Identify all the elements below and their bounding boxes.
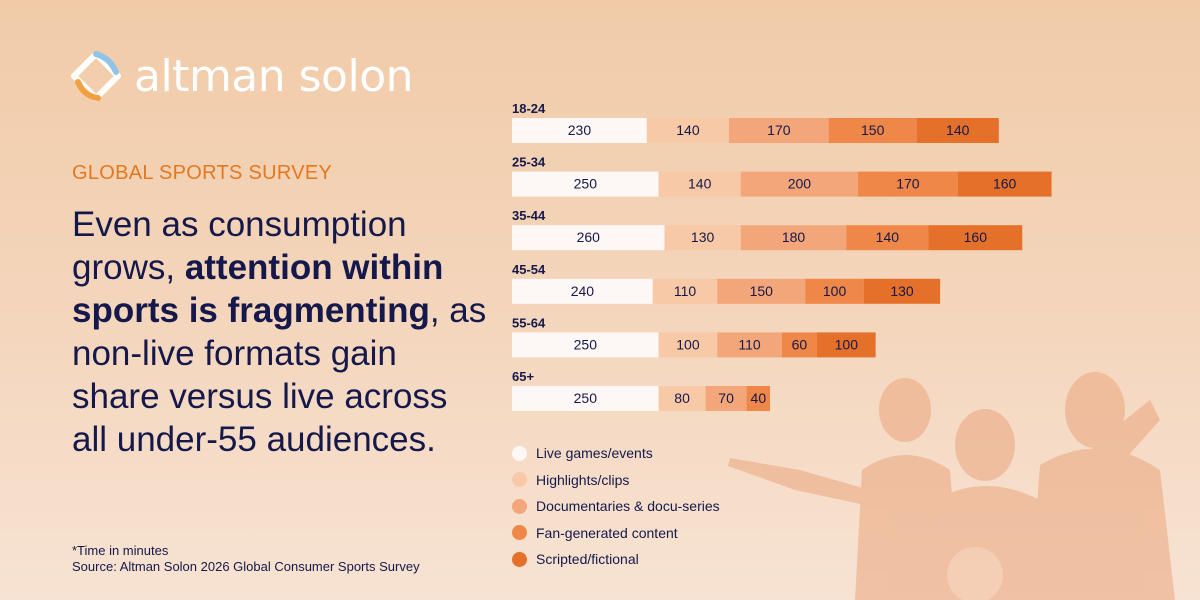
bar-segment [746, 386, 771, 411]
bar-segment [512, 118, 647, 143]
data-label: 250 [574, 176, 598, 192]
bar-segment [658, 171, 741, 197]
category-label: 18-24 [512, 101, 546, 116]
bar-segment [916, 118, 999, 143]
footnote: *Time in minutes Source: Altman Solon 20… [72, 543, 420, 575]
section-eyebrow: GLOBAL SPORTS SURVEY [72, 162, 333, 184]
headline-emphasis: attention within sports is fragmenting [72, 248, 444, 330]
legend-item: Highlights/clips [512, 467, 720, 494]
bar-segment [658, 332, 718, 358]
category-label: 35-44 [512, 208, 546, 223]
bar-segment [740, 225, 847, 251]
legend-label: Live games/events [536, 445, 653, 462]
bar-segment [705, 386, 747, 411]
bar-segment [828, 118, 917, 143]
legend-label: Fan-generated content [536, 524, 678, 541]
data-label: 240 [571, 283, 595, 299]
data-label: 260 [577, 229, 601, 245]
data-label: 140 [676, 122, 700, 138]
bar-segment [512, 225, 665, 251]
headline: Even as consumption grows, attention wit… [72, 203, 492, 461]
legend-swatch-icon [512, 472, 527, 488]
data-label: 170 [896, 176, 920, 192]
data-label: 130 [890, 283, 914, 299]
legend-swatch-icon [512, 498, 527, 514]
brand-name: altman solon [134, 50, 414, 102]
category-label: 45-54 [512, 262, 546, 277]
brand-logo: altman solon [70, 50, 414, 102]
bar-segment [664, 225, 741, 251]
data-label: 250 [574, 390, 598, 406]
data-label: 80 [674, 390, 690, 406]
bar-segment [781, 332, 817, 358]
data-label: 150 [861, 122, 885, 138]
data-label: 100 [676, 336, 700, 352]
data-label: 110 [674, 283, 697, 299]
legend-item: Fan-generated content [512, 520, 720, 547]
data-label: 200 [788, 176, 812, 192]
data-label: 230 [568, 122, 592, 138]
bar-segment [816, 332, 876, 358]
bar-segment [729, 118, 829, 143]
bar-segment [717, 278, 806, 304]
data-label: 140 [876, 229, 900, 245]
data-label: 100 [835, 336, 859, 352]
legend-item: Scripted/fictional [512, 546, 720, 573]
data-label: 130 [691, 229, 715, 245]
bar-segment [512, 386, 659, 411]
bar-segment [858, 171, 958, 197]
bar-segment [512, 278, 653, 304]
bar-segment [512, 332, 659, 358]
bar-segment [805, 278, 864, 304]
bar-segment [512, 171, 659, 197]
chart-legend: Live games/events Highlights/clips Documen… [512, 440, 720, 573]
data-label: 250 [574, 336, 598, 352]
data-label: 140 [946, 122, 970, 138]
bar-segment [740, 171, 859, 197]
data-label: 100 [823, 283, 847, 299]
headline-part-1: Even as consumption grows, [72, 205, 407, 287]
category-label: 55-64 [512, 315, 546, 330]
unit-note: *Time in minutes [72, 543, 169, 558]
category-label: 25-34 [512, 155, 546, 170]
headline-part-2: , as non-live formats gain share versus … [72, 291, 487, 459]
legend-swatch-icon [512, 551, 527, 567]
data-label: 140 [688, 176, 712, 192]
data-label: 60 [792, 336, 808, 352]
legend-label: Highlights/clips [536, 471, 630, 488]
data-label: 70 [718, 390, 734, 406]
data-label: 170 [767, 122, 791, 138]
legend-label: Documentaries & docu-series [536, 498, 720, 515]
data-label: 160 [964, 229, 988, 245]
bar-segment [957, 171, 1052, 197]
legend-item: Live games/events [512, 440, 720, 467]
category-label: 65+ [512, 369, 534, 384]
legend-label: Scripted/fictional [536, 551, 639, 568]
data-label: 150 [750, 283, 774, 299]
bar-segment [717, 332, 782, 358]
data-label: 110 [738, 336, 761, 352]
bar-segment [846, 225, 929, 251]
bar-segment [646, 118, 730, 143]
data-label: 180 [782, 229, 806, 245]
bar-segment [658, 386, 706, 411]
bar-segment [652, 278, 718, 304]
data-label: 160 [993, 176, 1017, 192]
source-note: Source: Altman Solon 2026 Global Consume… [72, 559, 420, 574]
legend-item: Documentaries & docu-series [512, 493, 720, 520]
legend-swatch-icon [512, 525, 527, 541]
bar-segment [863, 278, 941, 304]
logo-mark-icon [71, 51, 121, 101]
data-label: 40 [751, 390, 767, 406]
bar-segment [928, 225, 1023, 251]
legend-swatch-icon [512, 445, 527, 461]
